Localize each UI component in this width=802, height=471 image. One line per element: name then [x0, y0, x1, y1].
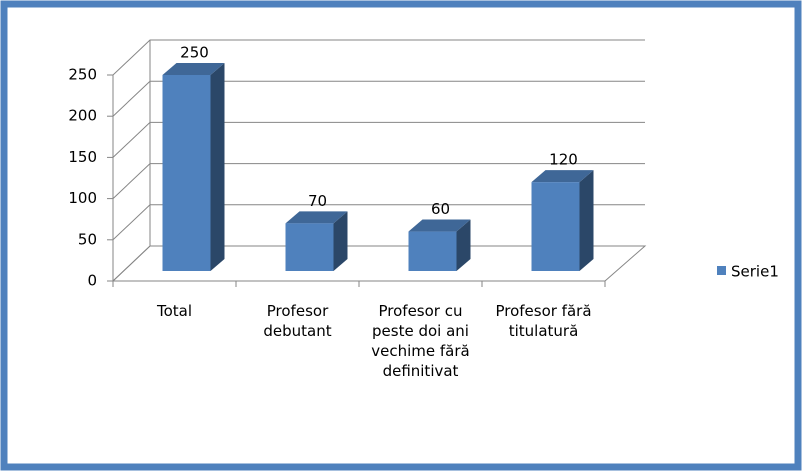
- bar-top: [285, 211, 348, 224]
- bar-side: [210, 63, 225, 271]
- y-tick-label: 50: [78, 230, 97, 248]
- grid-line: [112, 39, 645, 76]
- y-tick-label: 100: [68, 189, 97, 207]
- grid-line: [112, 80, 645, 117]
- legend-swatch: [717, 266, 726, 275]
- y-tick-label: 250: [68, 66, 97, 84]
- bar: [285, 223, 334, 271]
- x-tick-label: Profesor fără titulatură: [495, 302, 592, 340]
- bar: [531, 182, 580, 271]
- grid-line: [112, 245, 645, 282]
- x-tick-label: Total: [156, 302, 193, 320]
- y-tick-label: 0: [87, 272, 97, 290]
- value-label: 120: [549, 151, 578, 169]
- x-tick-label: Profesor debutant: [263, 302, 332, 340]
- bar-side: [456, 219, 471, 271]
- y-tick-label: 150: [68, 148, 97, 166]
- bar-top: [162, 63, 225, 75]
- x-tick-label: Profesor cu peste doi ani vechime fără d…: [371, 302, 470, 380]
- grid-line: [112, 121, 645, 158]
- bar: [162, 75, 211, 271]
- value-label: 250: [180, 44, 209, 62]
- grid-line: [112, 163, 645, 199]
- value-label: 60: [431, 200, 450, 218]
- bar-side: [333, 211, 348, 271]
- grid-line: [112, 204, 645, 241]
- y-tick-label: 200: [68, 107, 97, 125]
- bar-side: [579, 170, 594, 271]
- value-label: 70: [308, 192, 327, 210]
- bar-top: [531, 170, 594, 183]
- legend-label: Serie1: [731, 263, 779, 281]
- bar-top: [408, 219, 471, 232]
- bar: [408, 231, 457, 271]
